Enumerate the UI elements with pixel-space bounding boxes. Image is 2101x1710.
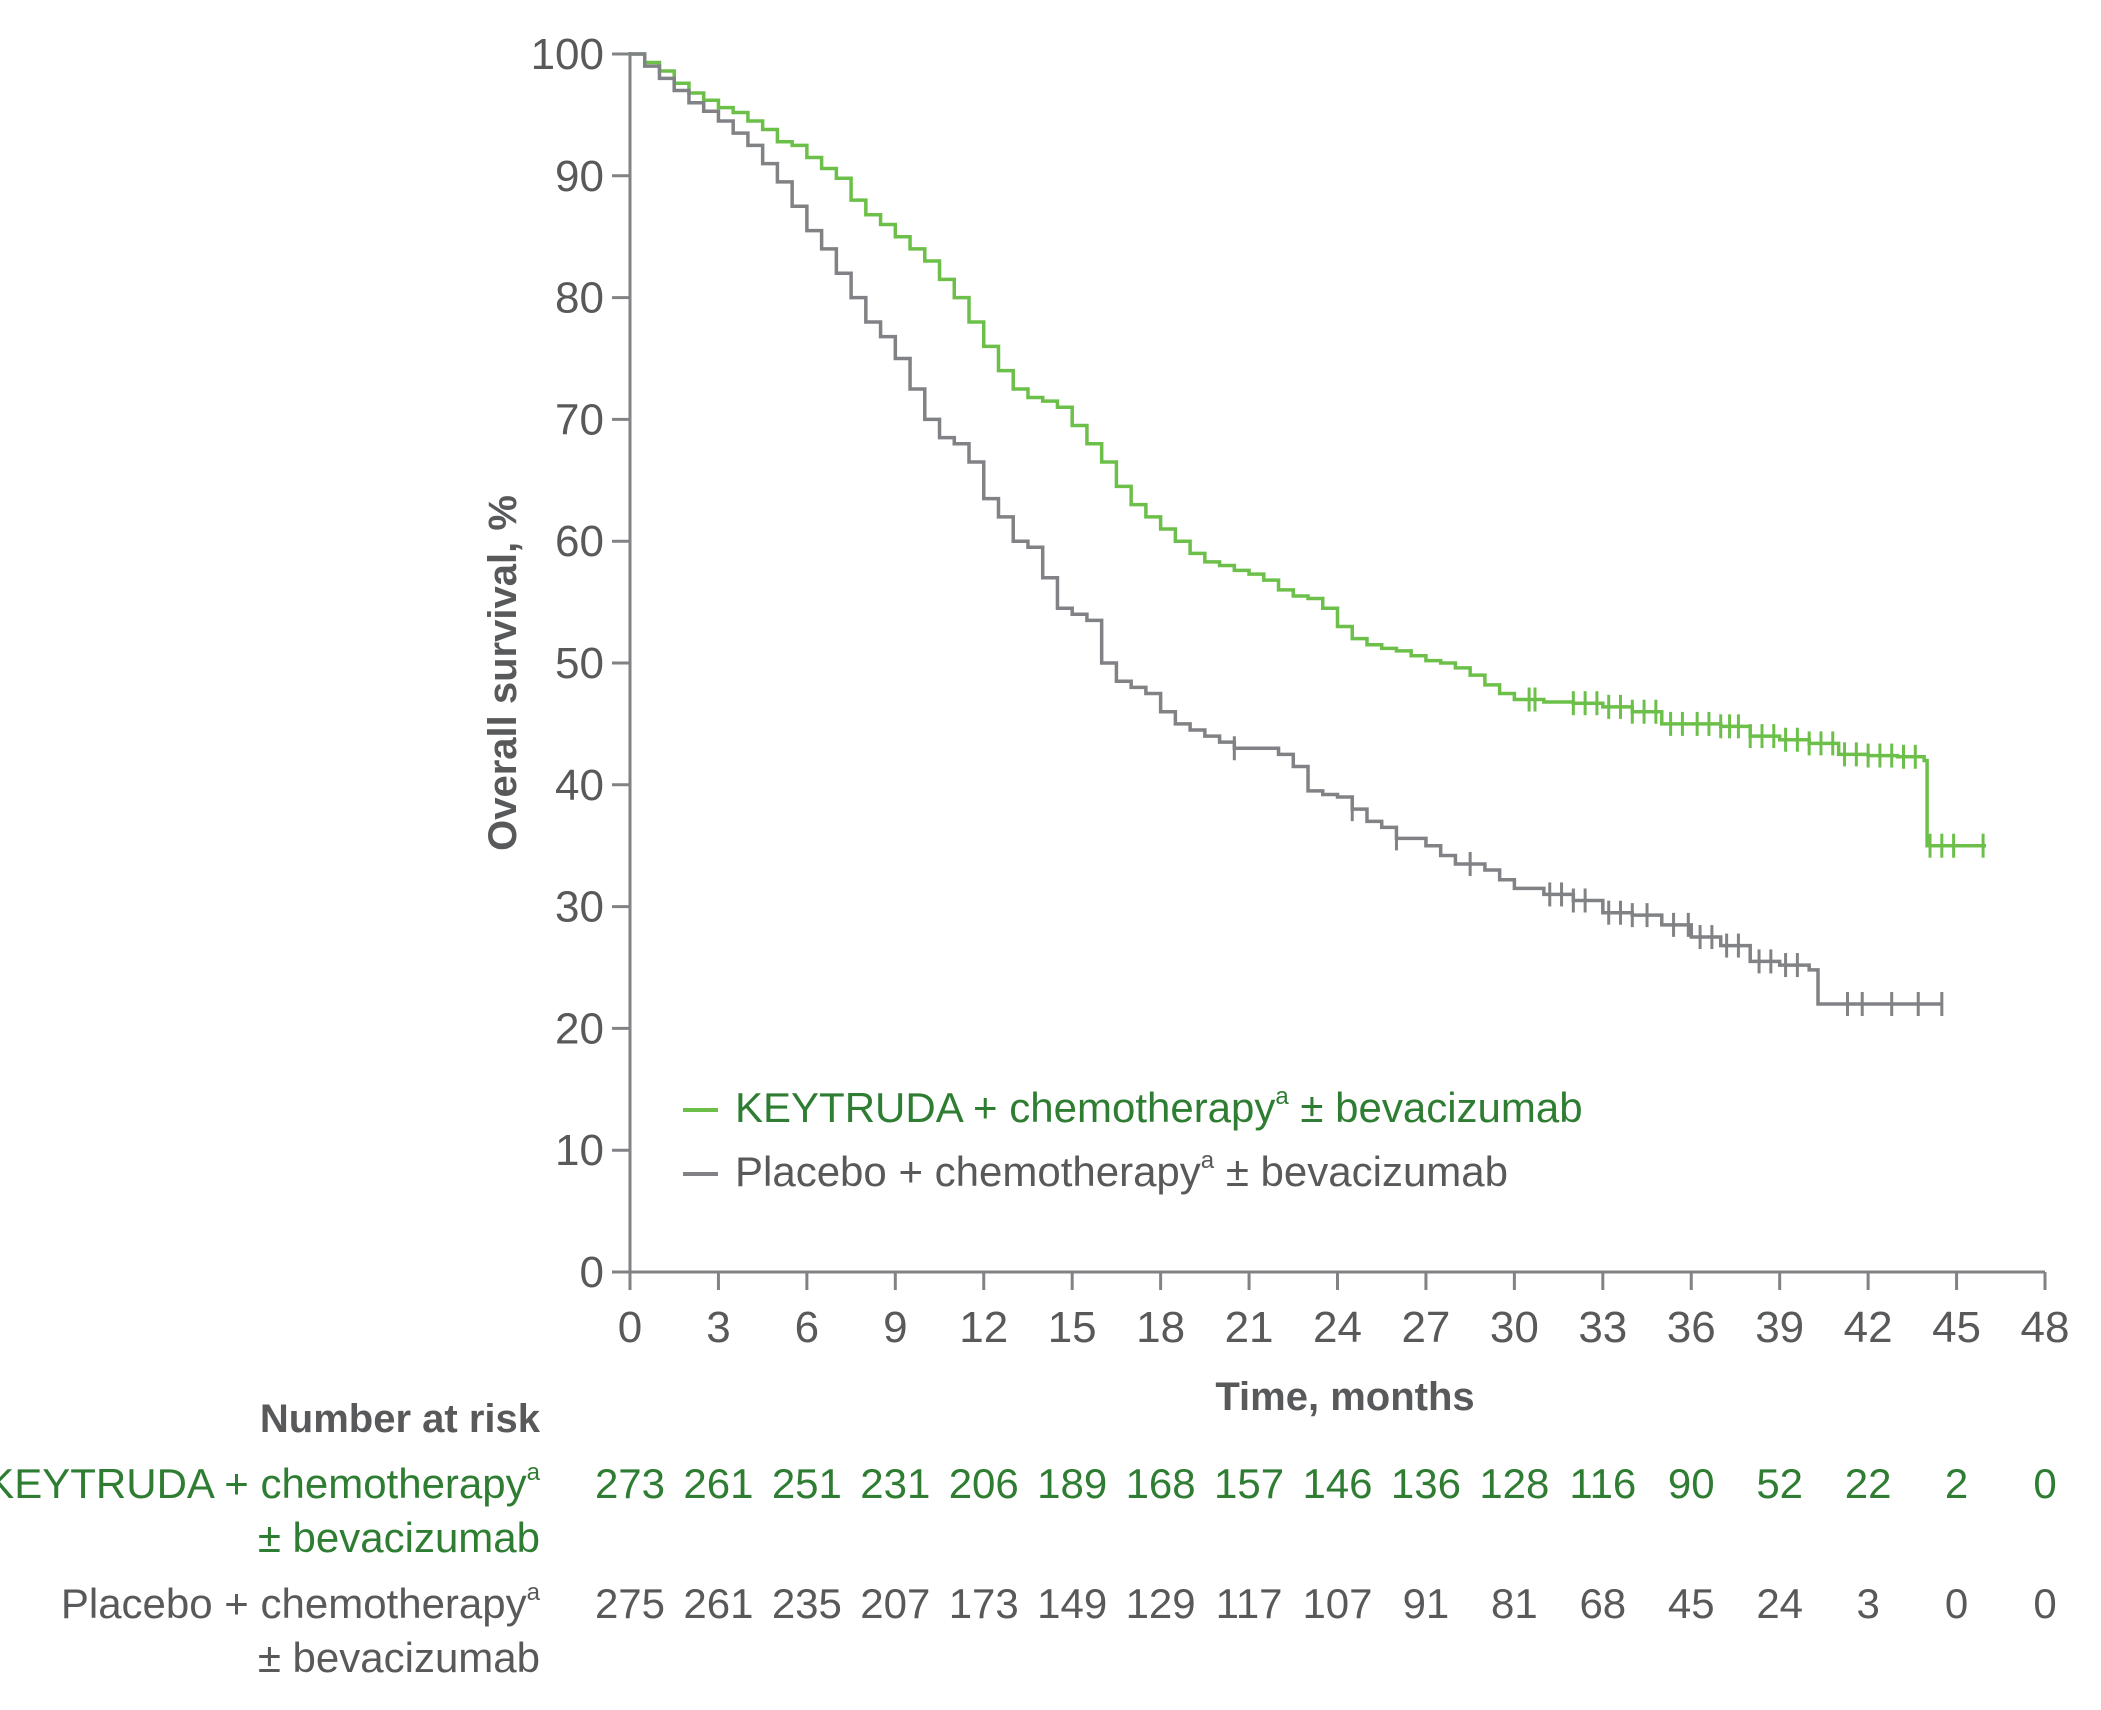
- x-tick-label: 48: [2021, 1303, 2070, 1352]
- x-tick-label: 42: [1844, 1303, 1893, 1352]
- risk-row-label-sup: a: [527, 1459, 541, 1486]
- risk-cell: 0: [2033, 1460, 2056, 1507]
- risk-cell: 173: [949, 1580, 1019, 1627]
- y-tick-label: 50: [555, 639, 604, 688]
- risk-cell: 107: [1302, 1580, 1372, 1627]
- x-axis-title: Time, months: [1215, 1375, 1474, 1419]
- x-tick-label: 6: [795, 1303, 819, 1352]
- risk-row-label-main: KEYTRUDA + chemotherapy: [0, 1460, 527, 1507]
- y-tick-label: 70: [555, 395, 604, 444]
- risk-row-label-main: Placebo + chemotherapy: [61, 1580, 527, 1627]
- risk-cell: 90: [1668, 1460, 1715, 1507]
- x-tick-label: 36: [1667, 1303, 1716, 1352]
- x-tick-label: 9: [883, 1303, 907, 1352]
- x-tick-label: 18: [1136, 1303, 1185, 1352]
- x-tick-label: 21: [1225, 1303, 1274, 1352]
- risk-cell: 45: [1668, 1580, 1715, 1627]
- risk-cell: 3: [1856, 1580, 1879, 1627]
- risk-cell: 261: [683, 1580, 753, 1627]
- y-axis-title: Overall survival, %: [481, 495, 525, 851]
- risk-cell: 146: [1302, 1460, 1372, 1507]
- risk-row-label: KEYTRUDA + chemotherapya: [0, 1459, 541, 1507]
- risk-table-title: Number at risk: [260, 1397, 541, 1441]
- x-tick-label: 33: [1578, 1303, 1627, 1352]
- risk-cell: 81: [1491, 1580, 1538, 1627]
- risk-cell: 157: [1214, 1460, 1284, 1507]
- x-tick-label: 30: [1490, 1303, 1539, 1352]
- y-tick-label: 100: [531, 30, 604, 79]
- x-tick-label: 45: [1932, 1303, 1981, 1352]
- y-tick-label: 0: [580, 1248, 604, 1297]
- legend-name: Placebo + chemotherapy: [735, 1148, 1201, 1195]
- legend-label: Placebo + chemotherapya ± bevacizumab: [735, 1147, 1508, 1195]
- risk-cell: 231: [860, 1460, 930, 1507]
- x-tick-label: 12: [959, 1303, 1008, 1352]
- risk-cell: 0: [1945, 1580, 1968, 1627]
- risk-cell: 206: [949, 1460, 1019, 1507]
- risk-cell: 261: [683, 1460, 753, 1507]
- x-tick-label: 24: [1313, 1303, 1362, 1352]
- risk-cell: 275: [595, 1580, 665, 1627]
- risk-cell: 24: [1756, 1580, 1803, 1627]
- risk-cell: 22: [1845, 1460, 1892, 1507]
- risk-cell: 168: [1126, 1460, 1196, 1507]
- risk-cell: 116: [1569, 1460, 1636, 1507]
- y-tick-label: 10: [555, 1126, 604, 1175]
- risk-row-label-sup: a: [527, 1579, 541, 1606]
- risk-cell: 251: [772, 1460, 842, 1507]
- risk-cell: 0: [2033, 1580, 2056, 1627]
- risk-cell: 2: [1945, 1460, 1968, 1507]
- legend-suffix: ± bevacizumab: [1289, 1084, 1583, 1131]
- legend-sup: a: [1201, 1147, 1215, 1174]
- legend-sup: a: [1275, 1083, 1289, 1110]
- x-tick-label: 0: [618, 1303, 642, 1352]
- risk-cell: 149: [1037, 1580, 1107, 1627]
- x-tick-label: 3: [706, 1303, 730, 1352]
- risk-cell: 235: [772, 1580, 842, 1627]
- x-tick-label: 15: [1048, 1303, 1097, 1352]
- risk-cell: 207: [860, 1580, 930, 1627]
- series-line-keytruda: [630, 52, 1987, 848]
- y-tick-label: 20: [555, 1004, 604, 1053]
- x-tick-label: 27: [1401, 1303, 1450, 1352]
- y-tick-label: 90: [555, 152, 604, 201]
- risk-cell: 273: [595, 1460, 665, 1507]
- risk-cell: 117: [1216, 1580, 1283, 1627]
- risk-row-label-line2: ± bevacizumab: [258, 1634, 540, 1681]
- survival-curves: [630, 52, 1987, 1017]
- risk-cell: 189: [1037, 1460, 1107, 1507]
- risk-cell: 136: [1391, 1460, 1461, 1507]
- legend: KEYTRUDA + chemotherapya ± bevacizumabPl…: [683, 1083, 1583, 1195]
- legend-name: KEYTRUDA + chemotherapy: [735, 1084, 1275, 1131]
- risk-row-label-line2: ± bevacizumab: [258, 1514, 540, 1561]
- risk-cell: 91: [1403, 1580, 1450, 1627]
- risk-cell: 52: [1756, 1460, 1803, 1507]
- series-line-placebo: [630, 52, 1942, 1006]
- risk-row-label: Placebo + chemotherapya: [61, 1579, 541, 1627]
- y-tick-label: 60: [555, 517, 604, 566]
- y-tick-label: 80: [555, 274, 604, 323]
- risk-cell: 128: [1479, 1460, 1549, 1507]
- y-tick-label: 40: [555, 761, 604, 810]
- y-tick-label: 30: [555, 883, 604, 932]
- legend-label: KEYTRUDA + chemotherapya ± bevacizumab: [735, 1083, 1583, 1131]
- risk-cell: 68: [1579, 1580, 1626, 1627]
- legend-suffix: ± bevacizumab: [1214, 1148, 1508, 1195]
- x-tick-label: 39: [1755, 1303, 1804, 1352]
- risk-cell: 129: [1126, 1580, 1196, 1627]
